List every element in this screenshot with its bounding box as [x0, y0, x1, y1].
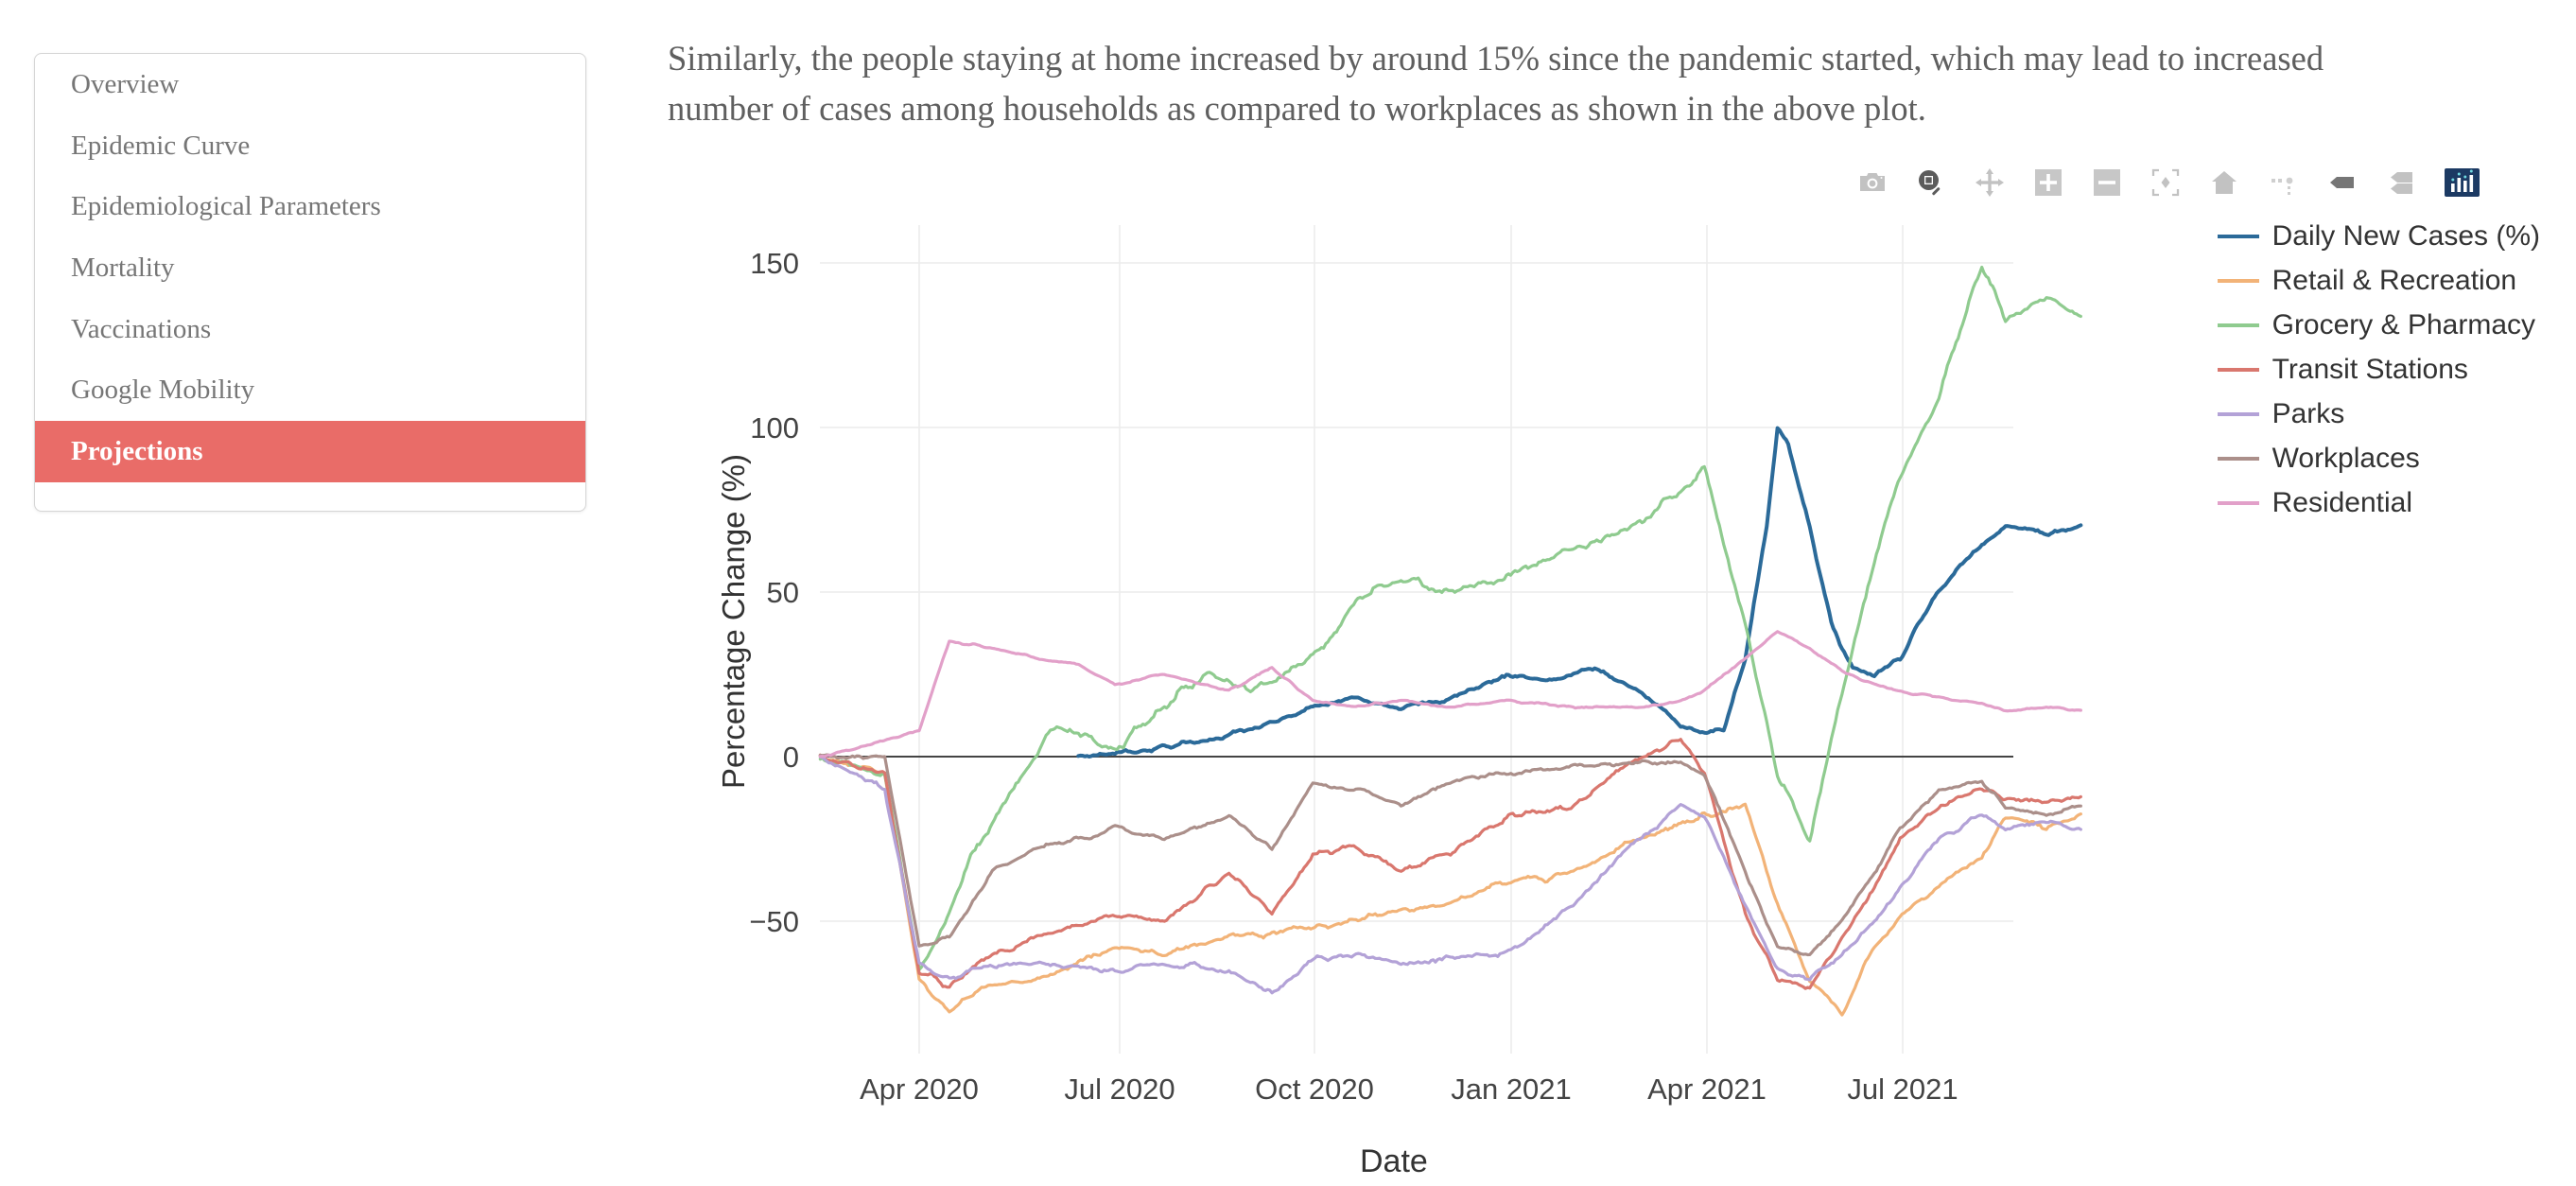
- svg-text:Apr 2021: Apr 2021: [1647, 1073, 1767, 1106]
- svg-text:50: 50: [767, 576, 799, 609]
- svg-text:Oct 2020: Oct 2020: [1255, 1073, 1374, 1106]
- svg-text:0: 0: [783, 741, 799, 774]
- svg-text:−50: −50: [749, 905, 799, 938]
- svg-text:150: 150: [750, 247, 799, 280]
- svg-text:Jul 2021: Jul 2021: [1847, 1073, 1958, 1106]
- svg-text:Apr 2020: Apr 2020: [860, 1073, 979, 1106]
- svg-text:Jan 2021: Jan 2021: [1451, 1073, 1572, 1106]
- svg-text:100: 100: [750, 411, 799, 445]
- svg-text:Jul 2020: Jul 2020: [1064, 1073, 1175, 1106]
